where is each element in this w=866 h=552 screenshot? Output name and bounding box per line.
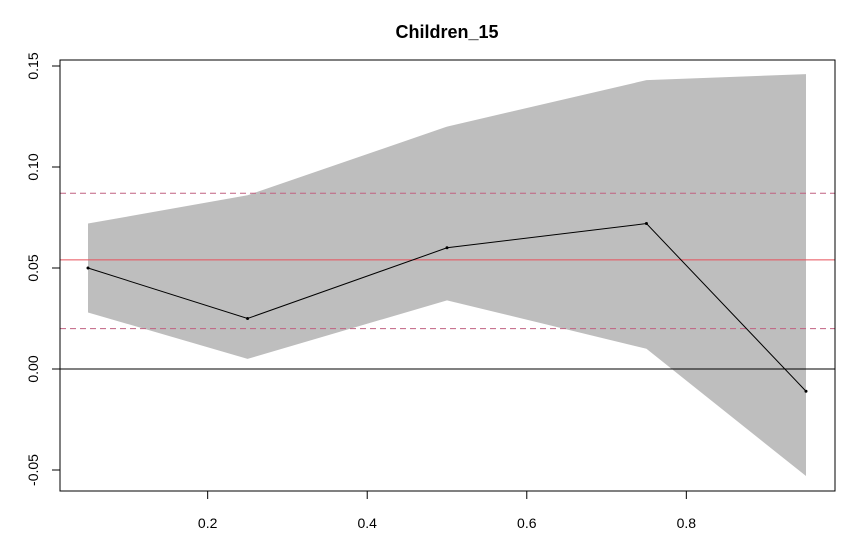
x-tick-label-3: 0.8 [677, 515, 697, 531]
axes: 0.2 0.4 0.6 0.8 -0.05 0.00 0.05 0.10 0.15 [25, 52, 696, 531]
data-point-3 [644, 222, 648, 226]
plot-frame [59, 59, 836, 492]
y-tick-label-1: 0.00 [25, 355, 41, 382]
x-tick-label-2: 0.6 [517, 515, 537, 531]
y-tick-label-2: 0.05 [25, 254, 41, 281]
y-tick-label-0: -0.05 [25, 454, 41, 486]
data-point-1 [246, 317, 250, 320]
plot-area [60, 74, 835, 477]
y-tick-label-3: 0.10 [25, 153, 41, 180]
y-tick-label-4: 0.15 [25, 52, 41, 79]
x-tick-label-0: 0.2 [198, 515, 218, 531]
confidence-band [88, 74, 806, 477]
chart-title: Children_15 [395, 22, 498, 42]
x-tick-label-1: 0.4 [357, 515, 377, 531]
data-point-4 [804, 389, 808, 393]
data-point-2 [445, 246, 449, 250]
data-point-0 [86, 266, 90, 270]
